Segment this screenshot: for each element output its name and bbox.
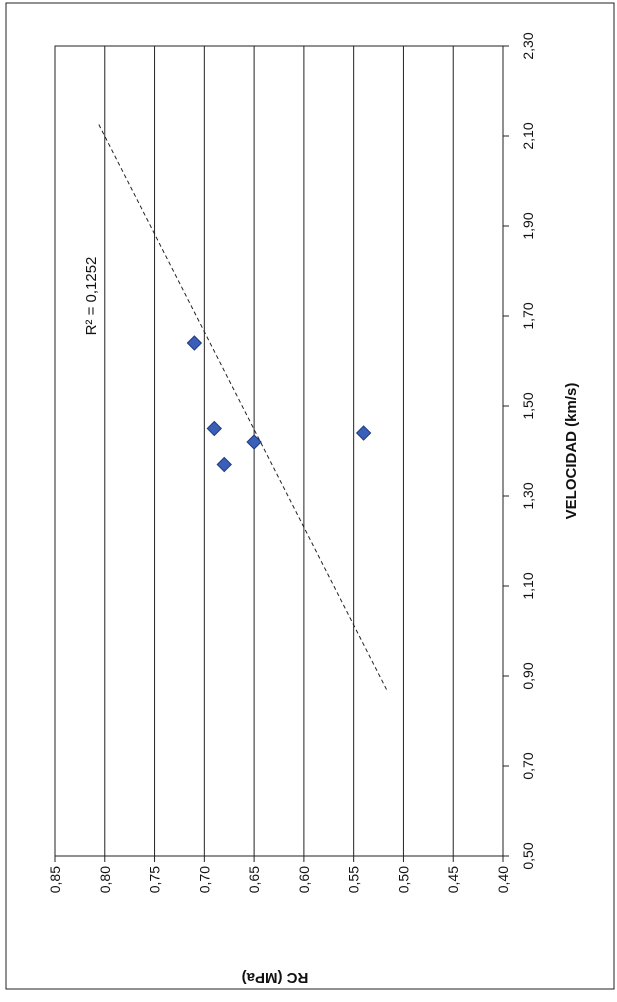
trendline [97,122,387,690]
data-point [355,425,372,441]
y-tick-label: 0,70 [196,866,212,893]
y-tick-label: 0,60 [296,866,312,893]
x-tick-label: 1,30 [520,482,536,509]
grid-lines [104,46,454,856]
plot-border [54,45,504,857]
r-squared-annotation: R² = 0,1252 [83,257,100,336]
x-tick-label: 1,50 [520,392,536,419]
data-point [186,335,203,351]
x-tick-label: 0,50 [520,842,536,869]
tick-labels: 0,40 0,45 0,50 0,55 0,60 0,65 0,70 0,75 0,80 0,85… [47,32,536,893]
x-tick-label: 0,90 [520,662,536,689]
x-tick-label: 1,70 [520,302,536,329]
x-tick-label: 2,10 [520,122,536,149]
x-tick-label: 2,30 [520,32,536,59]
y-tick-label: 0,50 [395,866,411,893]
x-tick-label: 1,10 [520,572,536,599]
axes [54,45,504,857]
y-tick-label: 0,45 [445,866,461,893]
x-tick-label: 1,90 [520,212,536,239]
data-point [246,434,262,450]
y-tick-label: 0,75 [147,866,163,893]
x-tick-label: 0,70 [520,752,536,779]
x-axis-label: VELOCIDAD (km/s) [563,383,580,520]
y-tick-label: 0,55 [346,866,362,893]
y-axis-label: RC (MPa) [242,969,309,986]
plot-area [55,46,503,856]
y-tick-label: 0,85 [47,866,63,893]
data-point [206,420,222,437]
data-point [216,456,232,473]
y-tick-label: 0,65 [246,866,262,893]
data-points [186,335,372,473]
y-tick-label: 0,40 [495,866,511,893]
outer-frame [5,2,615,990]
trendline-layer [97,122,387,690]
y-tick-label: 0,80 [97,866,113,893]
